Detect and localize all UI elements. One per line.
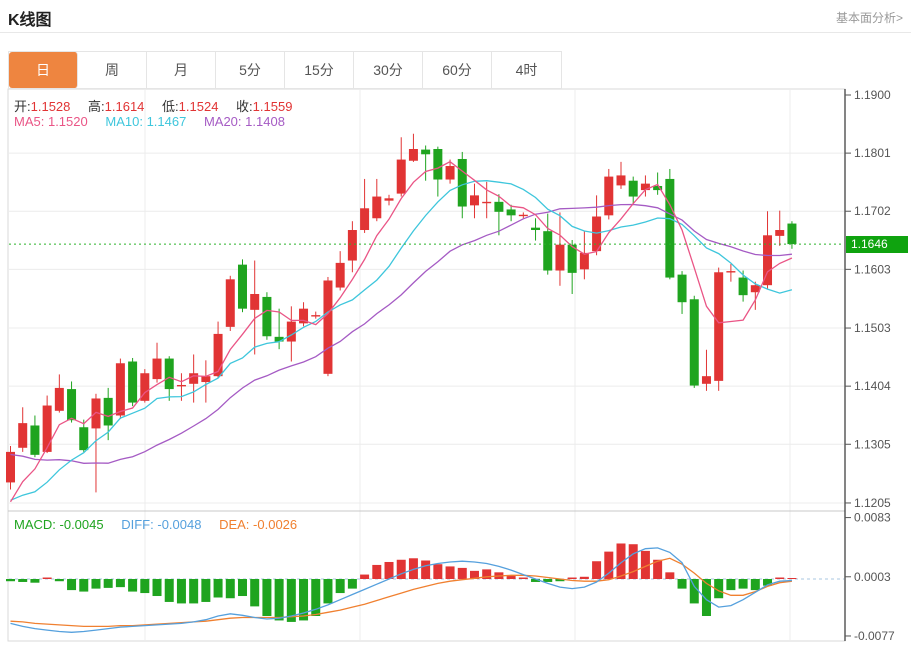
ma5-label: MA5: bbox=[14, 114, 45, 129]
svg-text:0.0003: 0.0003 bbox=[854, 570, 891, 584]
ma5-value: 1.1520 bbox=[47, 114, 88, 129]
tab-月[interactable]: 月 bbox=[147, 52, 216, 88]
macd-value: -0.0045 bbox=[59, 517, 104, 532]
period-tab-bar: 日周月 5分 15分 30分 60分 4时 bbox=[8, 51, 562, 89]
low-value: 1.1524 bbox=[178, 99, 219, 114]
high-value: 1.1614 bbox=[104, 99, 145, 114]
dea-label: DEA: bbox=[219, 517, 250, 532]
tab-4时[interactable]: 4时 bbox=[492, 52, 561, 88]
tab-30分[interactable]: 30分 bbox=[354, 52, 423, 88]
ma5-line bbox=[9, 160, 793, 503]
dea-value: -0.0026 bbox=[253, 517, 298, 532]
ma20-value: 1.1408 bbox=[245, 114, 285, 129]
tab-5分[interactable]: 5分 bbox=[216, 52, 285, 88]
ma10-value: 1.1467 bbox=[146, 114, 187, 129]
svg-text:-0.0077: -0.0077 bbox=[854, 629, 895, 643]
tab-15分[interactable]: 15分 bbox=[285, 52, 354, 88]
page-title: K线图 bbox=[8, 12, 52, 29]
diff-value: -0.0048 bbox=[157, 517, 202, 532]
svg-text:1.1305: 1.1305 bbox=[854, 437, 891, 451]
ma20-label: MA20: bbox=[203, 114, 242, 129]
close-value: 1.1559 bbox=[252, 99, 293, 114]
close-label: 收: bbox=[236, 99, 253, 114]
svg-text:1.1404: 1.1404 bbox=[854, 379, 891, 393]
svg-text:1.1801: 1.1801 bbox=[854, 146, 891, 160]
chart-frame bbox=[7, 88, 846, 642]
high-label: 高: bbox=[88, 99, 105, 114]
svg-text:1.1900: 1.1900 bbox=[854, 88, 891, 102]
current-price-badge: 1.1646 bbox=[846, 236, 908, 253]
ohlc-legend: 开:1.1528 高:1.1614 低:1.1524 收:1.1559 bbox=[14, 96, 306, 115]
title-divider bbox=[0, 32, 911, 33]
tab-周[interactable]: 周 bbox=[78, 52, 147, 88]
ma-lines bbox=[9, 160, 793, 503]
svg-text:0.0083: 0.0083 bbox=[854, 511, 891, 525]
ma10-line bbox=[10, 180, 793, 501]
low-label: 低: bbox=[162, 99, 179, 114]
open-label: 开: bbox=[14, 99, 31, 114]
fundamental-analysis-link[interactable]: 基本面分析> bbox=[835, 11, 903, 25]
ma10-label: MA10: bbox=[105, 114, 143, 129]
ma20-line bbox=[10, 203, 793, 464]
price-axis: 1.1900 1.1801 1.1702 1.1603 1.1503 1.1404 1.13… bbox=[845, 88, 891, 510]
macd-legend: MACD: -0.0045 DIFF: -0.0048 DEA: -0.0026 bbox=[14, 517, 311, 532]
macd-label: MACD: bbox=[14, 517, 56, 532]
svg-text:1.1702: 1.1702 bbox=[854, 204, 891, 218]
tab-60分[interactable]: 60分 bbox=[423, 52, 492, 88]
ma-legend: MA5: 1.1520 MA10: 1.1467 MA20: 1.1408 bbox=[14, 114, 299, 129]
diff-label: DIFF: bbox=[121, 517, 154, 532]
tab-日[interactable]: 日 bbox=[9, 52, 78, 88]
svg-text:1.1205: 1.1205 bbox=[854, 496, 891, 510]
open-value: 1.1528 bbox=[30, 99, 71, 114]
svg-text:1.1603: 1.1603 bbox=[854, 262, 891, 276]
svg-text:1.1503: 1.1503 bbox=[854, 321, 891, 335]
macd-axis: 0.0083 0.0003 -0.0077 bbox=[845, 511, 895, 643]
candles bbox=[6, 133, 797, 493]
grid bbox=[9, 90, 844, 640]
macd-panel bbox=[6, 543, 844, 633]
